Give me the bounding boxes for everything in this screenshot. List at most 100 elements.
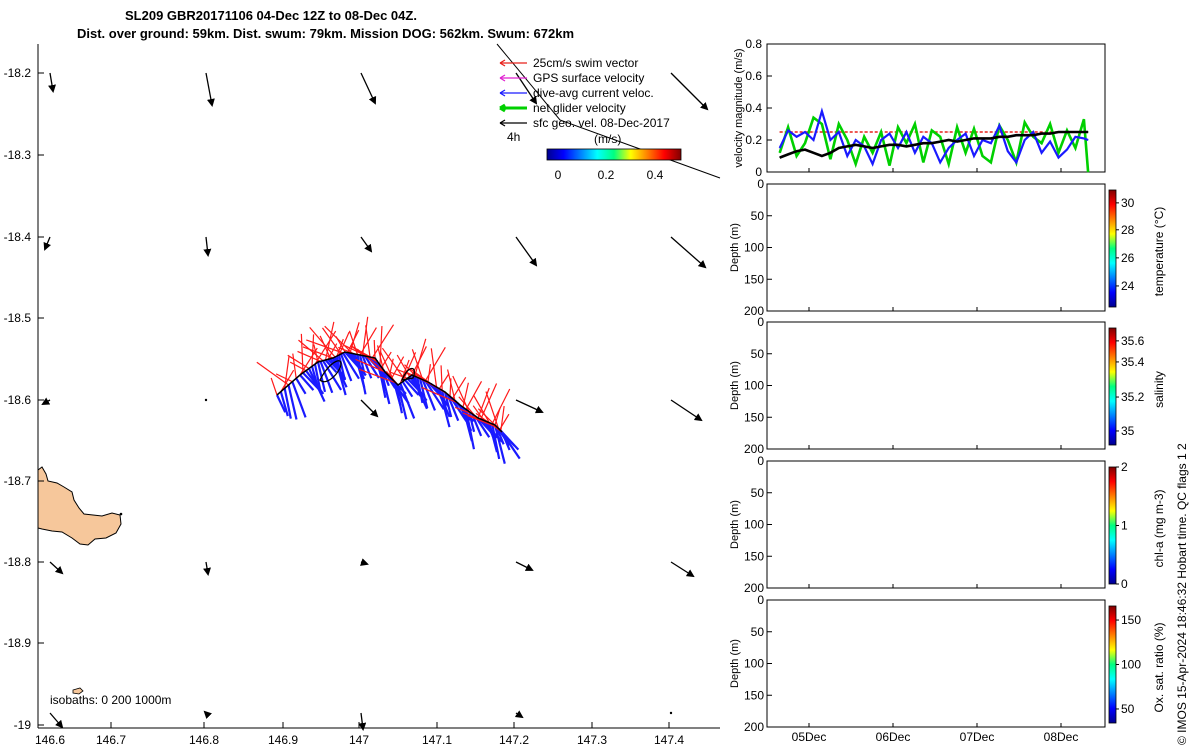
velocity-point	[1066, 149, 1068, 151]
depth-tick-label: 150	[744, 549, 764, 563]
swim-vector	[454, 406, 473, 415]
colorbar-tick-label: 1	[1121, 519, 1128, 533]
velocity-point	[906, 146, 907, 147]
depth-tick-label: 200	[744, 581, 764, 595]
geo-vector-arrow	[205, 72, 215, 107]
velocity-point	[948, 131, 950, 133]
velocity-point	[830, 131, 831, 133]
geo-vector-arrow	[360, 72, 377, 105]
velocity-point	[863, 146, 865, 147]
velocity-point	[965, 133, 966, 135]
swim-vector	[477, 387, 490, 419]
depth-tick-label: 150	[744, 410, 764, 424]
swim-vector	[371, 324, 395, 358]
velocity-magnitude-panel: 0 0.2 0.4 0.6 0.8 velocity magnitude (m/s)	[733, 37, 1106, 179]
velocity-point	[1024, 122, 1026, 123]
lon-tick-label: 147.1	[422, 733, 452, 747]
colorbar-tick-label: 35.6	[1121, 334, 1145, 348]
depth-tick-label: 0	[757, 177, 764, 191]
velocity-point	[1075, 131, 1076, 133]
colorbar-tick-label: 100	[1121, 658, 1141, 672]
velocity-point	[779, 157, 781, 159]
profile-axes-box	[766, 460, 1106, 589]
velocity-point	[846, 131, 848, 133]
velocity-point	[1007, 150, 1009, 152]
velocity-point	[922, 136, 924, 138]
velocity-point	[830, 139, 831, 141]
lon-tick-label: 146.6	[35, 733, 65, 747]
profile-axes-box	[766, 599, 1106, 728]
velocity-point	[1041, 133, 1042, 135]
lon-tick-label: 146.7	[96, 733, 126, 747]
profile-panel: 0 50 100 150 200 Depth (m) 50 100 150 Ox. sat. ra…	[729, 593, 1166, 734]
velocity-point	[1049, 123, 1051, 125]
velocity-point	[796, 155, 797, 157]
geo-vector-arrow	[360, 236, 373, 253]
swim-vector	[477, 408, 497, 427]
credit-text: © IMOS 15-Apr-2024 18:46:32 Hobart time.…	[1175, 443, 1189, 745]
velocity-series	[778, 107, 1090, 173]
velocity-point	[990, 162, 992, 163]
legend-swatch-head	[499, 119, 506, 127]
swim-vector	[365, 325, 371, 358]
velocity-point	[1007, 136, 1009, 138]
velocity-point	[889, 144, 890, 146]
colorbar-tick-label: 35.2	[1121, 390, 1145, 404]
velocity-point	[1041, 152, 1042, 154]
depth-axis-label: Depth (m)	[729, 223, 741, 272]
profile-colorbar	[1108, 466, 1117, 585]
geo-vector-arrow	[203, 561, 211, 576]
velocity-point	[1049, 131, 1051, 133]
swim-vector	[404, 364, 418, 378]
current-vector	[399, 382, 416, 419]
colorbar-tick-label: 50	[1121, 702, 1135, 716]
velocity-point	[897, 126, 899, 128]
velocity-point	[863, 136, 865, 138]
lat-tick-label: -18.3	[4, 148, 32, 162]
current-vector	[287, 384, 298, 420]
swim-vector	[472, 394, 490, 423]
lat-tick-label: -18.6	[4, 393, 32, 407]
swim-vector	[402, 352, 417, 382]
current-vector	[424, 380, 445, 410]
velocity-point	[1015, 162, 1017, 163]
legend-timestep: 4h	[507, 130, 520, 144]
velocity-point	[1066, 131, 1068, 133]
current-vector	[443, 391, 453, 418]
velocity-point	[779, 152, 781, 154]
velocity-point	[931, 130, 933, 131]
velocity-point	[1087, 139, 1089, 141]
geo-vector-arrow	[670, 399, 703, 422]
velocity-point	[965, 139, 966, 141]
current-vector	[396, 384, 408, 420]
current-vector	[467, 411, 476, 433]
depth-tick-label: 100	[744, 379, 764, 393]
current-vector	[418, 378, 429, 409]
profile-panel: 0 50 100 150 200 Depth (m) 35 35.2 35.4 35.6 salin…	[729, 315, 1166, 456]
current-vector	[493, 424, 506, 464]
velocity-point	[1083, 138, 1085, 139]
velocity-point	[1032, 136, 1034, 138]
glider-track-swath	[256, 316, 521, 464]
current-vector	[283, 388, 292, 419]
velocity-point	[796, 131, 797, 133]
colorbar-tick-label: 0.4	[647, 168, 664, 182]
depth-tick-label: 100	[744, 518, 764, 532]
map-lon-ticks: 146.6 146.7 146.8 146.9 147 147.1 147.2 147.3 14…	[35, 722, 684, 747]
geo-vector-dot	[204, 398, 208, 402]
velocity-point	[838, 123, 840, 125]
legend-label: sfc geo. vel. 08-Dec-2017	[533, 116, 670, 130]
swim-vector	[275, 373, 293, 383]
current-vector	[344, 351, 367, 377]
velocity-point	[914, 131, 916, 133]
swim-vector	[287, 354, 310, 370]
depth-tick-label: 0	[757, 593, 764, 607]
swim-vector	[379, 351, 395, 381]
current-vector	[342, 352, 360, 380]
swim-vector	[500, 405, 505, 431]
velocity-point	[948, 163, 950, 165]
swim-vector	[289, 361, 307, 372]
swim-vector	[292, 353, 297, 379]
legend-label: 25cm/s swim vector	[533, 56, 638, 70]
profile-colorbar	[1108, 327, 1117, 446]
